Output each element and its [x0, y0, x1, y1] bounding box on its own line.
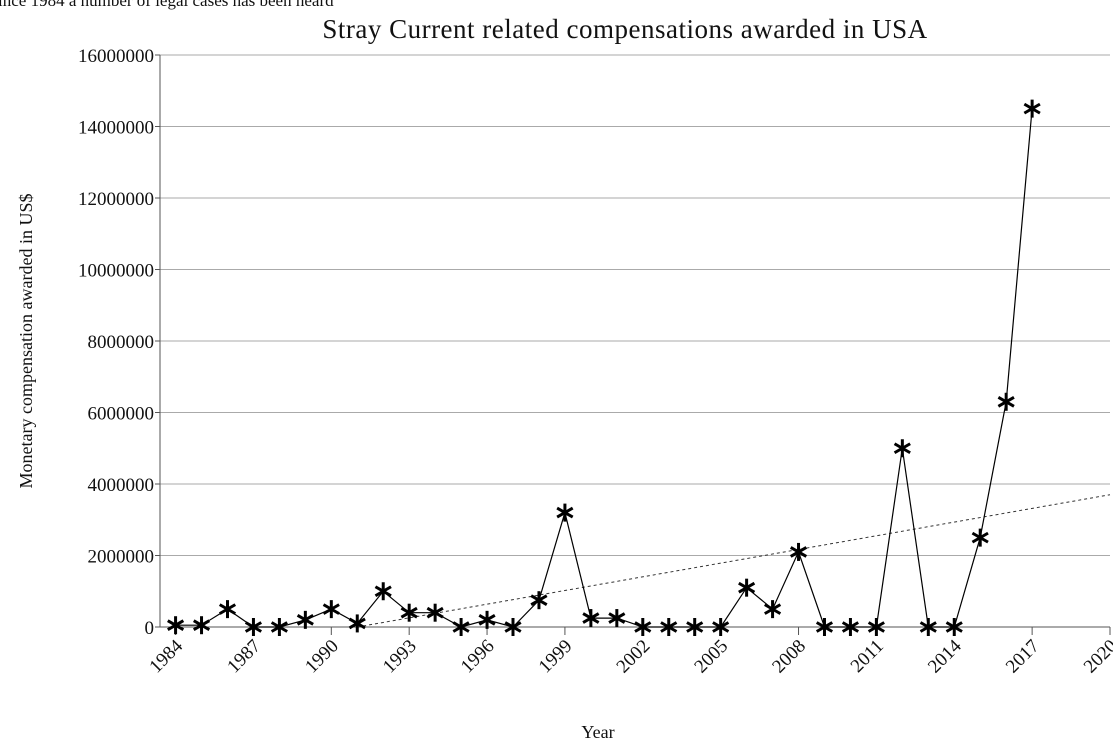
y-tick-label: 16000000 [78, 46, 154, 67]
marker-stroke [1023, 102, 1041, 115]
marker-stroke [997, 395, 1015, 408]
x-tick-label: 2017 [1002, 636, 1044, 678]
asterisk-marker [841, 618, 859, 636]
marker-stroke [764, 603, 782, 615]
marker-stroke [738, 581, 756, 594]
asterisk-marker [945, 618, 963, 636]
asterisk-marker [530, 591, 548, 610]
marker-stroke [841, 621, 859, 633]
marker-stroke [789, 546, 808, 558]
marker-stroke [608, 612, 626, 624]
x-tick-label: 2002 [613, 636, 655, 678]
asterisk-marker [322, 600, 340, 619]
x-tick-label: 1990 [301, 636, 343, 678]
asterisk-marker [919, 618, 937, 636]
asterisk-marker [660, 618, 678, 636]
asterisk-marker [608, 609, 626, 628]
asterisk-marker [478, 610, 496, 629]
asterisk-marker [686, 618, 704, 636]
asterisk-marker [997, 392, 1015, 411]
marker-stroke [530, 594, 548, 606]
context-text: ince 1984 a number of legal cases has be… [0, 0, 334, 10]
marker-stroke [504, 621, 522, 633]
asterisk-marker [348, 614, 366, 633]
asterisk-marker [556, 503, 574, 522]
x-tick-label: 2005 [690, 636, 732, 678]
marker-stroke [322, 603, 340, 615]
x-tick-label: 2014 [924, 635, 966, 677]
x-tick-label: 2020 [1080, 636, 1113, 678]
asterisk-marker [867, 618, 885, 636]
asterisk-marker [167, 616, 185, 635]
asterisk-marker [582, 609, 600, 628]
marker-stroke [712, 621, 730, 633]
y-tick-label: 2000000 [88, 547, 155, 568]
marker-stroke [634, 621, 652, 633]
marker-stroke [167, 619, 185, 632]
y-tick-label: 14000000 [78, 118, 154, 139]
asterisk-marker [712, 618, 730, 636]
y-tick-label: 8000000 [88, 332, 155, 353]
y-axis-label: Monetary compensation awarded in US$ [16, 194, 36, 489]
y-tick-label: 4000000 [88, 475, 155, 496]
asterisk-marker [1023, 99, 1041, 118]
marker-stroke [218, 603, 237, 615]
asterisk-marker [192, 616, 211, 635]
asterisk-marker [270, 618, 288, 636]
marker-stroke [192, 619, 211, 632]
marker-stroke [296, 614, 314, 626]
asterisk-marker [296, 610, 314, 629]
asterisk-marker [815, 618, 834, 636]
x-tick-label: 2008 [768, 636, 810, 678]
asterisk-marker [400, 603, 418, 622]
marker-stroke [400, 606, 418, 619]
x-tick-label: 2011 [847, 636, 888, 677]
asterisk-marker [764, 600, 782, 619]
chart-title: Stray Current related compensations awar… [322, 14, 927, 44]
marker-stroke [686, 621, 704, 633]
asterisk-marker [452, 618, 470, 636]
marker-stroke [945, 621, 963, 633]
asterisk-marker [893, 439, 911, 458]
marker-stroke [374, 585, 392, 598]
marker-stroke [426, 606, 444, 619]
asterisk-marker [971, 528, 989, 547]
marker-stroke [270, 621, 288, 633]
x-tick-label: 1987 [223, 636, 265, 678]
marker-stroke [867, 621, 885, 633]
x-tick-label: 1993 [379, 636, 421, 678]
asterisk-marker [244, 618, 262, 636]
x-tick-label: 1984 [145, 635, 187, 677]
marker-stroke [971, 531, 989, 544]
asterisk-marker [426, 603, 444, 622]
marker-stroke [893, 442, 911, 455]
asterisk-marker [504, 618, 522, 636]
asterisk-marker [218, 600, 237, 619]
marker-stroke [815, 621, 834, 633]
x-tick-label: 1996 [457, 636, 499, 678]
marker-stroke [660, 621, 678, 633]
x-tick-label: 1999 [535, 636, 577, 678]
asterisk-marker [634, 618, 652, 636]
marker-stroke [452, 621, 470, 633]
asterisk-marker [374, 582, 392, 601]
asterisk-marker [738, 578, 756, 597]
marker-stroke [478, 614, 496, 626]
y-tick-label: 0 [145, 618, 155, 639]
marker-stroke [556, 506, 574, 519]
marker-stroke [582, 612, 600, 624]
y-tick-label: 12000000 [78, 189, 154, 210]
marker-stroke [244, 621, 262, 633]
asterisk-marker [789, 542, 808, 561]
y-tick-label: 6000000 [88, 404, 155, 425]
marker-stroke [919, 621, 937, 633]
y-tick-label: 10000000 [78, 261, 154, 282]
data-line [175, 108, 1033, 628]
x-axis-label: Year [581, 722, 614, 742]
marker-stroke [348, 617, 366, 630]
